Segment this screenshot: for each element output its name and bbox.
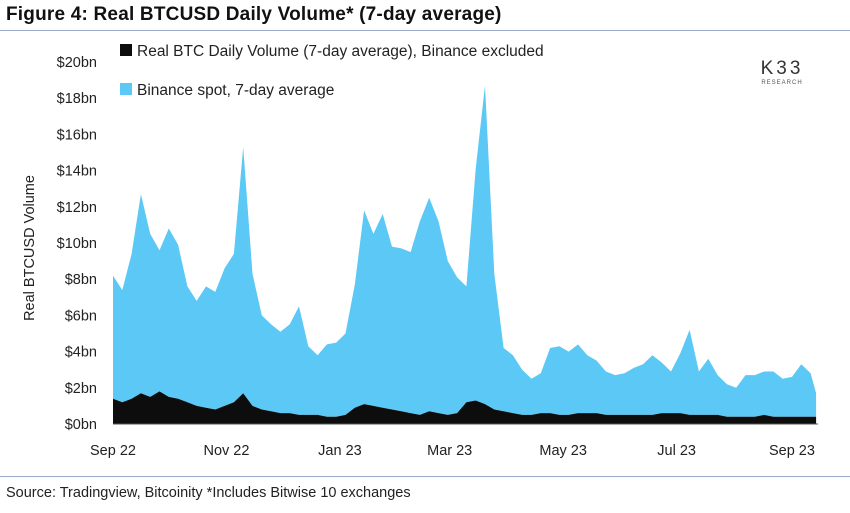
y-tick-label: $2bn — [65, 381, 97, 397]
x-tick-label: Jan 23 — [318, 443, 362, 459]
x-tick-label: May 23 — [539, 443, 587, 459]
legend-swatch-binance-spot — [120, 83, 132, 95]
y-tick-labels: $0bn $2bn $4bn $6bn $8bn $10bn $12bn $14bn $16bn… — [57, 55, 97, 433]
y-tick-label: $0bn — [65, 417, 97, 433]
y-tick-label: $6bn — [65, 308, 97, 324]
x-tick-labels: Sep 22 Nov 22 Jan 23 Mar 23 May 23 Jul 23 Sep … — [90, 443, 815, 459]
title-divider — [0, 30, 850, 31]
k33-research-logo: K33 RESEARCH — [756, 58, 808, 88]
volume-area-chart: $0bn $2bn $4bn $6bn $8bn $10bn $12bn $14bn $16bn… — [22, 43, 818, 459]
x-tick-label: Nov 22 — [203, 443, 249, 459]
x-tick-label: Sep 23 — [769, 443, 815, 459]
area-series-binance-spot — [113, 85, 817, 417]
legend: Real BTC Daily Volume (7-day average), B… — [120, 43, 544, 99]
y-tick-label: $10bn — [57, 236, 97, 252]
y-axis-title: Real BTCUSD Volume — [22, 175, 38, 321]
logo-main-text: K33 — [760, 58, 804, 79]
y-tick-label: $8bn — [65, 272, 97, 288]
y-tick-label: $12bn — [57, 200, 97, 216]
area-series-binance-excluded — [113, 391, 817, 424]
y-tick-label: $20bn — [57, 55, 97, 71]
source-divider — [0, 476, 850, 477]
source-note: Source: Tradingview, Bitcoinity *Include… — [6, 485, 411, 501]
legend-label-binance-excluded: Real BTC Daily Volume (7-day average), B… — [137, 43, 544, 60]
x-tick-label: Jul 23 — [657, 443, 696, 459]
legend-label-binance-spot: Binance spot, 7-day average — [137, 82, 334, 99]
series-layer — [113, 85, 817, 424]
y-tick-label: $16bn — [57, 127, 97, 143]
legend-swatch-binance-excluded — [120, 44, 132, 56]
logo-sub-text: RESEARCH — [761, 80, 803, 86]
figure-title: Figure 4: Real BTCUSD Daily Volume* (7-d… — [6, 4, 502, 25]
y-tick-label: $14bn — [57, 164, 97, 180]
x-tick-label: Mar 23 — [427, 443, 472, 459]
y-tick-label: $4bn — [65, 345, 97, 361]
x-tick-label: Sep 22 — [90, 443, 136, 459]
y-tick-label: $18bn — [57, 91, 97, 107]
